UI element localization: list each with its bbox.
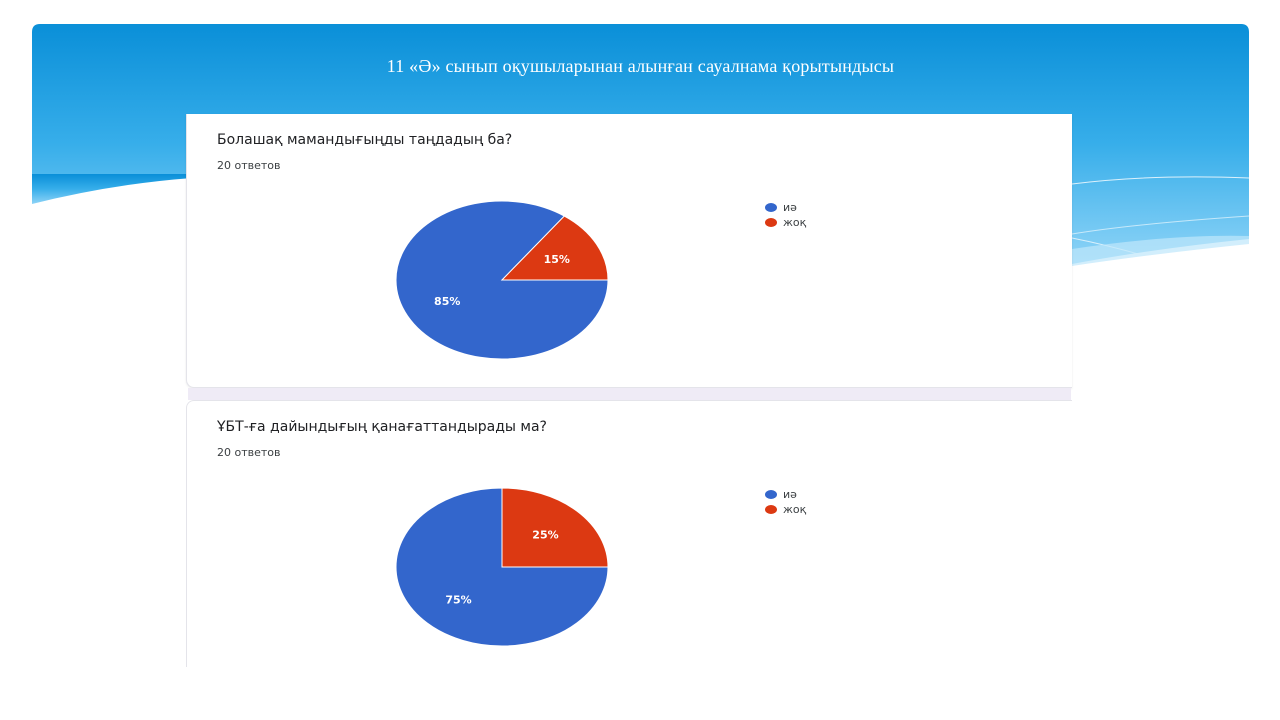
legend-item-yes[interactable]: иә — [765, 487, 806, 502]
legend-item-no[interactable]: жоқ — [765, 502, 806, 517]
question-title: ҰБТ-ға дайындығың қанағаттандырады ма? — [217, 419, 547, 435]
pie-chart: 75% 25% — [395, 487, 609, 647]
legend-label: жоқ — [783, 216, 807, 229]
chart-legend: иә жоқ — [765, 200, 806, 230]
slice-value-label: 85% — [434, 295, 460, 308]
survey-card-2: ҰБТ-ға дайындығың қанағаттандырады ма? 2… — [186, 400, 1072, 667]
legend-label: иә — [783, 488, 797, 501]
pie-chart: 85% 15% — [395, 200, 609, 360]
slice-value-label: 25% — [532, 529, 558, 542]
slide-title: 11 «Ә» сынып оқушыларынан алынған сауалн… — [386, 56, 895, 76]
legend-label: иә — [783, 201, 797, 214]
response-count: 20 ответов — [217, 446, 281, 459]
slice-value-label: 15% — [544, 253, 570, 266]
slice-value-label: 75% — [445, 593, 471, 606]
chart-legend: иә жоқ — [765, 487, 806, 517]
pie-slice-иә[interactable] — [395, 487, 609, 647]
pie-slice-жоқ[interactable] — [500, 215, 609, 281]
legend-label: жоқ — [783, 503, 807, 516]
pie-slice-жоқ[interactable] — [501, 487, 609, 568]
legend-swatch — [765, 490, 777, 499]
legend-item-yes[interactable]: иә — [765, 200, 806, 215]
survey-card-1: Болашақ мамандығыңды таңдадың ба? 20 отв… — [186, 114, 1072, 388]
card-separator — [188, 388, 1071, 400]
legend-swatch — [765, 505, 777, 514]
response-count: 20 ответов — [217, 159, 281, 172]
legend-swatch — [765, 203, 777, 212]
legend-swatch — [765, 218, 777, 227]
legend-item-no[interactable]: жоқ — [765, 215, 806, 230]
question-title: Болашақ мамандығыңды таңдадың ба? — [217, 132, 513, 148]
